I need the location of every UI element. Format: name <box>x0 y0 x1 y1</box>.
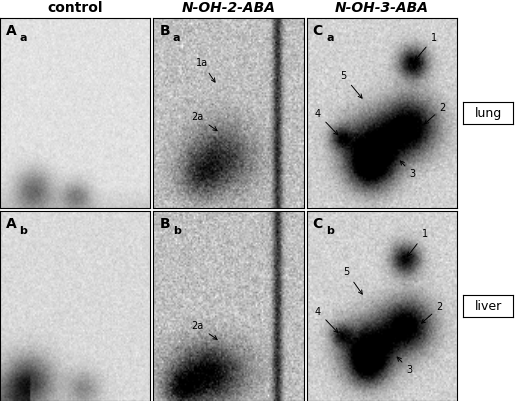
Text: B: B <box>159 24 170 38</box>
Text: 3: 3 <box>400 161 416 179</box>
Text: 3: 3 <box>397 357 413 375</box>
Text: 4: 4 <box>315 307 338 332</box>
Text: 5: 5 <box>340 71 362 98</box>
Text: a: a <box>326 33 334 43</box>
Text: a: a <box>20 33 27 43</box>
Text: B: B <box>159 217 170 231</box>
Text: 2: 2 <box>425 103 446 124</box>
Text: b: b <box>20 226 28 236</box>
Text: A: A <box>6 217 17 231</box>
Text: a: a <box>173 33 181 43</box>
Text: liver: liver <box>474 300 502 312</box>
Text: 2a: 2a <box>192 321 217 339</box>
Text: 5: 5 <box>344 267 362 294</box>
Text: lung: lung <box>474 107 502 119</box>
Text: 1: 1 <box>407 229 428 256</box>
Text: A: A <box>6 24 17 38</box>
Text: 1a: 1a <box>196 58 215 82</box>
Text: 2: 2 <box>421 302 443 323</box>
Text: C: C <box>312 217 323 231</box>
Text: 2a: 2a <box>192 112 217 131</box>
Text: control: control <box>47 1 103 15</box>
Text: N-OH-3-ABA: N-OH-3-ABA <box>335 1 429 15</box>
Text: N-OH-2-ABA: N-OH-2-ABA <box>182 1 276 15</box>
Text: b: b <box>173 226 181 236</box>
Text: b: b <box>326 226 334 236</box>
Text: 1: 1 <box>415 33 437 60</box>
Text: 4: 4 <box>315 109 338 135</box>
Text: C: C <box>312 24 323 38</box>
